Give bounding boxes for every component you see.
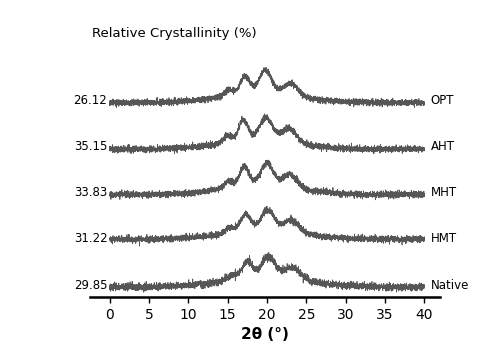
Text: Relative Crystallinity (%): Relative Crystallinity (%) xyxy=(92,27,256,40)
Text: HMT: HMT xyxy=(430,232,456,245)
Text: OPT: OPT xyxy=(430,94,454,107)
X-axis label: 2θ (°): 2θ (°) xyxy=(241,327,289,342)
Text: 31.22: 31.22 xyxy=(74,232,108,245)
Text: AHT: AHT xyxy=(430,140,454,153)
Text: MHT: MHT xyxy=(430,186,456,199)
Text: 29.85: 29.85 xyxy=(74,279,108,292)
Text: Native: Native xyxy=(430,279,469,292)
Text: 33.83: 33.83 xyxy=(74,186,108,199)
Text: 26.12: 26.12 xyxy=(74,94,108,107)
Text: 35.15: 35.15 xyxy=(74,140,108,153)
